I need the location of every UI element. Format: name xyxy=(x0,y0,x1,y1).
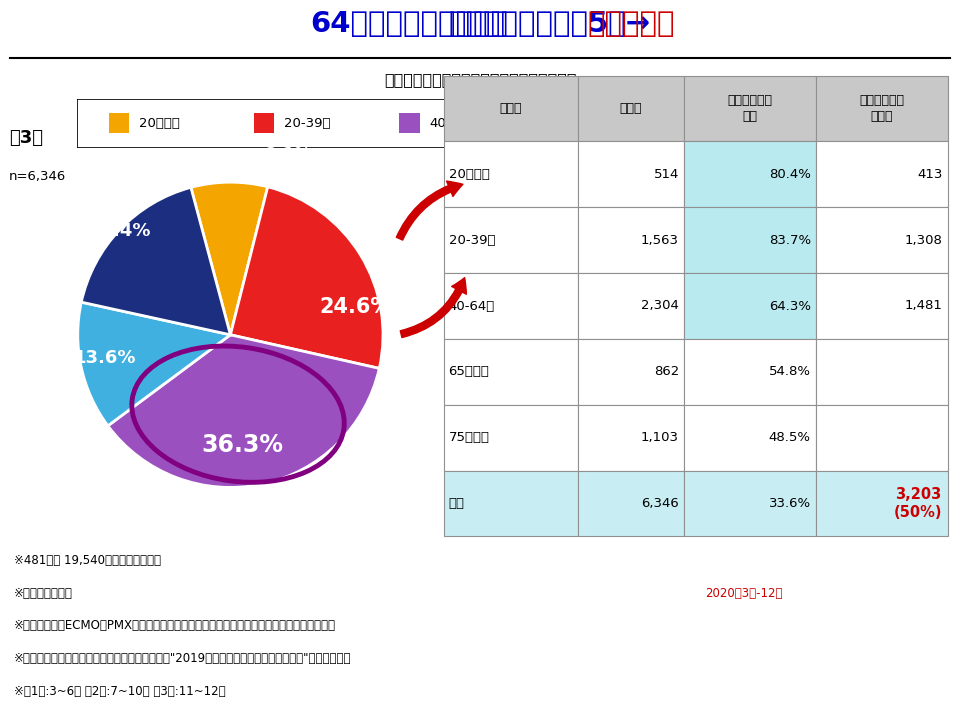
Bar xyxy=(816,405,948,471)
Text: 65-74歳: 65-74歳 xyxy=(590,117,637,130)
Text: 8.1%: 8.1% xyxy=(265,145,311,163)
Text: 48.5%: 48.5% xyxy=(769,431,811,444)
Text: 20-39歳: 20-39歳 xyxy=(448,234,495,247)
Text: 3,203
(50%): 3,203 (50%) xyxy=(894,487,943,521)
Text: 総計: 総計 xyxy=(448,497,465,510)
Text: 【軽症コロナ患者　年齢階級別　症例割合】: 【軽症コロナ患者 年齢階級別 症例割合】 xyxy=(384,72,576,86)
Bar xyxy=(578,273,684,339)
Bar xyxy=(706,113,726,133)
Bar xyxy=(816,141,948,207)
Text: 413: 413 xyxy=(917,168,943,181)
Bar xyxy=(684,207,816,273)
Bar xyxy=(816,207,948,273)
Bar xyxy=(684,339,816,405)
Bar xyxy=(684,141,816,207)
Text: 13.6%: 13.6% xyxy=(74,348,136,366)
Wedge shape xyxy=(108,335,379,487)
Bar xyxy=(444,471,578,536)
Bar xyxy=(684,405,816,471)
Text: 2,304: 2,304 xyxy=(641,300,679,312)
Text: 54.8%: 54.8% xyxy=(769,365,811,378)
Bar xyxy=(816,339,948,405)
Bar xyxy=(254,113,275,133)
Wedge shape xyxy=(230,186,383,369)
Text: 第3波: 第3波 xyxy=(9,129,43,147)
Bar xyxy=(109,113,130,133)
Text: ※481病院 19,540症例を対象に分析: ※481病院 19,540症例を対象に分析 xyxy=(14,554,161,567)
Wedge shape xyxy=(82,187,230,335)
Text: 2020年3月-12月: 2020年3月-12月 xyxy=(706,587,782,600)
Text: 40-64歳: 40-64歳 xyxy=(448,300,494,312)
Text: 宿泊療養で: 宿泊療養で xyxy=(588,11,675,38)
Wedge shape xyxy=(191,182,268,335)
Bar xyxy=(444,76,578,141)
Text: 40-64歳: 40-64歳 xyxy=(429,117,475,130)
Bar xyxy=(816,76,948,141)
Bar xyxy=(444,405,578,471)
Text: 33.6%: 33.6% xyxy=(769,497,811,510)
Text: 64.3%: 64.3% xyxy=(769,300,811,312)
Bar xyxy=(444,207,578,273)
Text: 1,103: 1,103 xyxy=(641,431,679,444)
Bar xyxy=(444,339,578,405)
Text: ※中等症以上（ECMO、PMX吸着療法、人工呼吸器、酸素吸入のいずれか実施）の患者は除く: ※中等症以上（ECMO、PMX吸着療法、人工呼吸器、酸素吸入のいずれか実施）の患… xyxy=(14,619,336,632)
Bar xyxy=(578,207,684,273)
Text: ※第1波:3~6月 第2波:7~10月 第3波:11~12月: ※第1波:3~6月 第2波:7~10月 第3波:11~12月 xyxy=(14,685,226,698)
Text: 20歳未満: 20歳未満 xyxy=(139,117,180,130)
Bar xyxy=(578,339,684,405)
Text: n=6,346: n=6,346 xyxy=(9,170,66,183)
Text: 基礎疾患なし
患者数: 基礎疾患なし 患者数 xyxy=(859,94,904,123)
Text: 80.4%: 80.4% xyxy=(769,168,811,181)
Text: 基礎疾患なし
割合: 基礎疾患なし 割合 xyxy=(728,94,773,123)
Bar xyxy=(444,141,578,207)
FancyBboxPatch shape xyxy=(77,99,883,148)
Text: 1,308: 1,308 xyxy=(904,234,943,247)
Text: 24.6%: 24.6% xyxy=(320,297,392,318)
Text: ※分析対象期間：: ※分析対象期間： xyxy=(14,587,73,600)
Bar xyxy=(816,471,948,536)
Bar xyxy=(684,471,816,536)
Text: 64歳以下基礎疾患なし: 64歳以下基礎疾患なし xyxy=(310,11,508,38)
Text: コロナ入院患者は5割→: コロナ入院患者は5割→ xyxy=(448,11,651,38)
Text: 36.3%: 36.3% xyxy=(202,433,283,456)
Bar xyxy=(578,76,684,141)
Bar xyxy=(578,471,684,536)
Bar xyxy=(684,273,816,339)
Text: 年齢層: 年齢層 xyxy=(499,102,522,115)
Text: 17.4%: 17.4% xyxy=(89,222,152,240)
Text: 64歳以下基礎疾患なしコロナ入院患者は5割→宿泊療養で: 64歳以下基礎疾患なしコロナ入院患者は5割→宿泊療養で xyxy=(236,11,724,38)
Bar xyxy=(444,273,578,339)
Text: 1,481: 1,481 xyxy=(904,300,943,312)
Text: 20-39歳: 20-39歳 xyxy=(284,117,330,130)
Text: 514: 514 xyxy=(654,168,679,181)
Text: 75歳以上: 75歳以上 xyxy=(448,431,490,444)
Bar xyxy=(816,273,948,339)
Text: 症例数: 症例数 xyxy=(620,102,642,115)
Wedge shape xyxy=(78,302,230,426)
FancyArrowPatch shape xyxy=(396,181,463,240)
Bar xyxy=(561,113,581,133)
FancyArrowPatch shape xyxy=(400,278,467,338)
Text: ※入院契機病名も医療資源を最も投入した病名も"2019年度新型コロナウイルス感染症"（疑い除く）: ※入院契機病名も医療資源を最も投入した病名も"2019年度新型コロナウイルス感染… xyxy=(14,652,351,665)
Text: 83.7%: 83.7% xyxy=(769,234,811,247)
Bar xyxy=(399,113,420,133)
Text: 75歳以上: 75歳以上 xyxy=(735,117,777,130)
Bar xyxy=(684,76,816,141)
Bar xyxy=(578,405,684,471)
Text: 65歳以上: 65歳以上 xyxy=(448,365,490,378)
Text: 20歳未満: 20歳未満 xyxy=(448,168,490,181)
Text: 6,346: 6,346 xyxy=(641,497,679,510)
Text: 1,563: 1,563 xyxy=(641,234,679,247)
Bar xyxy=(578,141,684,207)
Text: 862: 862 xyxy=(654,365,679,378)
